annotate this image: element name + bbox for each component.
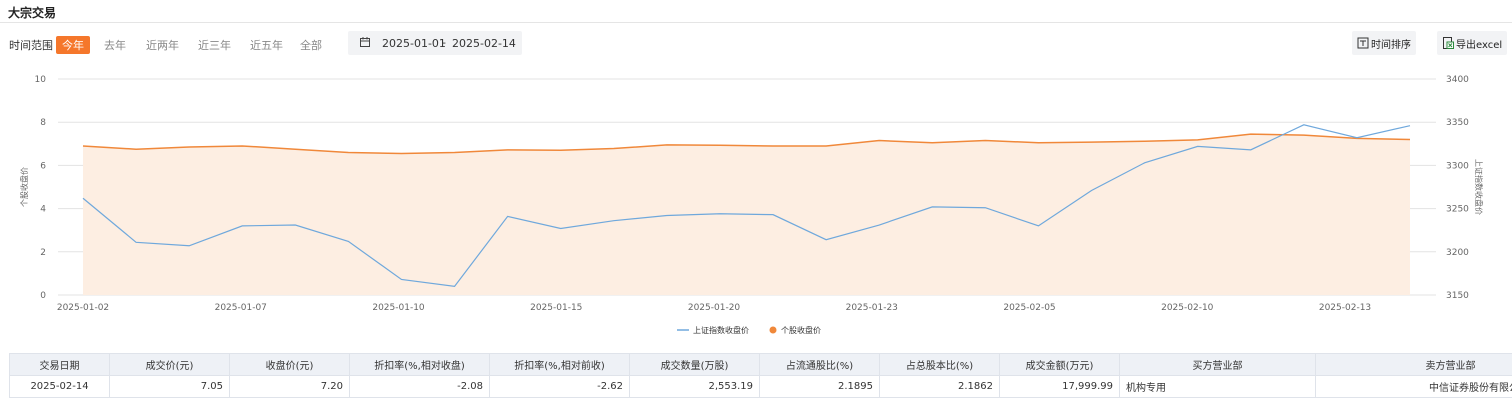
range-three-years-button[interactable]: 近三年 bbox=[198, 39, 231, 52]
range-two-years-button[interactable]: 近两年 bbox=[146, 39, 179, 52]
col-volume: 成交数量(万股) bbox=[629, 353, 760, 376]
y-left-tick-label: 0 bbox=[40, 291, 46, 301]
y-right-axis-title: 上证指数收盘价 bbox=[1474, 159, 1484, 215]
col-trade-date: 交易日期 bbox=[9, 353, 110, 376]
y-right-tick-label: 3250 bbox=[1446, 205, 1469, 215]
legend-price-label: 个股收盘价 bbox=[781, 325, 821, 335]
col-total-ratio: 占总股本比(%) bbox=[879, 353, 1000, 376]
cell-close-price: 7.20 bbox=[229, 375, 350, 398]
date-separator: - bbox=[442, 36, 446, 49]
index-series-line bbox=[82, 124, 1411, 287]
cell-volume: 2,553.19 bbox=[629, 375, 760, 398]
y-left-tick-label: 10 bbox=[35, 75, 47, 85]
time-range-filter: 时间范围 今年 去年 近两年 近三年 近五年 全部 bbox=[0, 33, 1512, 55]
x-tick-label: 2025-01-10 bbox=[372, 303, 425, 313]
sort-icon bbox=[1357, 37, 1369, 49]
cell-amount: 17,999.99 bbox=[999, 375, 1120, 398]
x-tick-label: 2025-02-10 bbox=[1161, 303, 1214, 313]
section-header: 大宗交易 bbox=[0, 0, 1512, 23]
calendar-icon bbox=[360, 37, 370, 47]
x-tick-label: 2025-01-15 bbox=[530, 303, 582, 313]
range-five-years-button[interactable]: 近五年 bbox=[250, 39, 283, 52]
range-last-year-button[interactable]: 去年 bbox=[104, 39, 126, 52]
time-sort-button[interactable]: 时间排序 bbox=[1352, 31, 1416, 55]
cell-buyer: 机构专用 bbox=[1119, 375, 1316, 398]
price-series-line bbox=[82, 133, 1411, 155]
col-amount: 成交金额(万元) bbox=[999, 353, 1120, 376]
block-trade-table: 交易日期 成交价(元) 收盘价(元) 折扣率(%,相对收盘) 折扣率(%,相对前… bbox=[9, 353, 1512, 398]
x-tick-label: 2025-01-20 bbox=[688, 303, 741, 313]
x-tick-label: 2025-01-07 bbox=[215, 303, 267, 313]
y-left-tick-label: 8 bbox=[40, 118, 46, 128]
col-seller: 卖方营业部 bbox=[1315, 353, 1512, 376]
col-buyer: 买方营业部 bbox=[1119, 353, 1316, 376]
cell-seller: 中信证券股份有限公司镇江分公司 bbox=[1315, 375, 1512, 398]
cell-total-ratio: 2.1862 bbox=[879, 375, 1000, 398]
date-from[interactable]: 2025-01-01 bbox=[382, 37, 446, 50]
x-tick-label: 2025-01-23 bbox=[846, 303, 898, 313]
y-right-tick-label: 3350 bbox=[1446, 118, 1469, 128]
col-trade-price: 成交价(元) bbox=[109, 353, 230, 376]
date-range-picker[interactable]: 2025-01-01 - 2025-02-14 bbox=[348, 31, 522, 55]
y-left-tick-label: 6 bbox=[40, 161, 46, 171]
y-left-tick-label: 4 bbox=[40, 205, 46, 215]
y-right-tick-label: 3200 bbox=[1446, 248, 1469, 258]
cell-trade-price: 7.05 bbox=[109, 375, 230, 398]
range-all-button[interactable]: 全部 bbox=[300, 39, 322, 52]
cell-float-ratio: 2.1895 bbox=[759, 375, 880, 398]
x-tick-label: 2025-01-02 bbox=[57, 303, 109, 313]
col-discount-prev: 折扣率(%,相对前收) bbox=[489, 353, 630, 376]
export-excel-label: 导出excel bbox=[1456, 39, 1503, 51]
export-excel-button[interactable]: 导出excel bbox=[1437, 31, 1508, 55]
col-float-ratio: 占流通股比(%) bbox=[759, 353, 880, 376]
cell-trade-date: 2025-02-14 bbox=[9, 375, 110, 398]
time-range-label: 时间范围 bbox=[9, 39, 53, 52]
col-close-price: 收盘价(元) bbox=[229, 353, 350, 376]
legend-index-label: 上证指数收盘价 bbox=[693, 325, 749, 335]
y-left-tick-label: 2 bbox=[40, 248, 46, 258]
table-row: 2025-02-14 7.05 7.20 -2.08 -2.62 2,553.1… bbox=[9, 375, 1512, 398]
x-tick-label: 2025-02-13 bbox=[1319, 303, 1371, 313]
x-tick-label: 2025-02-05 bbox=[1003, 303, 1055, 313]
cell-discount-close: -2.08 bbox=[349, 375, 490, 398]
y-right-tick-label: 3300 bbox=[1446, 161, 1469, 171]
legend-price-marker bbox=[769, 326, 777, 334]
cell-discount-prev: -2.62 bbox=[489, 375, 630, 398]
excel-icon bbox=[1443, 37, 1454, 49]
time-sort-label: 时间排序 bbox=[1371, 39, 1411, 51]
section-title: 大宗交易 bbox=[8, 6, 57, 20]
range-this-year-button[interactable]: 今年 bbox=[56, 36, 90, 54]
date-to[interactable]: 2025-02-14 bbox=[452, 37, 516, 50]
y-right-tick-label: 3150 bbox=[1446, 291, 1469, 301]
y-right-tick-label: 3400 bbox=[1446, 75, 1469, 85]
col-discount-close: 折扣率(%,相对收盘) bbox=[349, 353, 490, 376]
y-left-axis-title: 个股收盘价 bbox=[19, 167, 29, 207]
table-header-row: 交易日期 成交价(元) 收盘价(元) 折扣率(%,相对收盘) 折扣率(%,相对前… bbox=[9, 353, 1512, 376]
